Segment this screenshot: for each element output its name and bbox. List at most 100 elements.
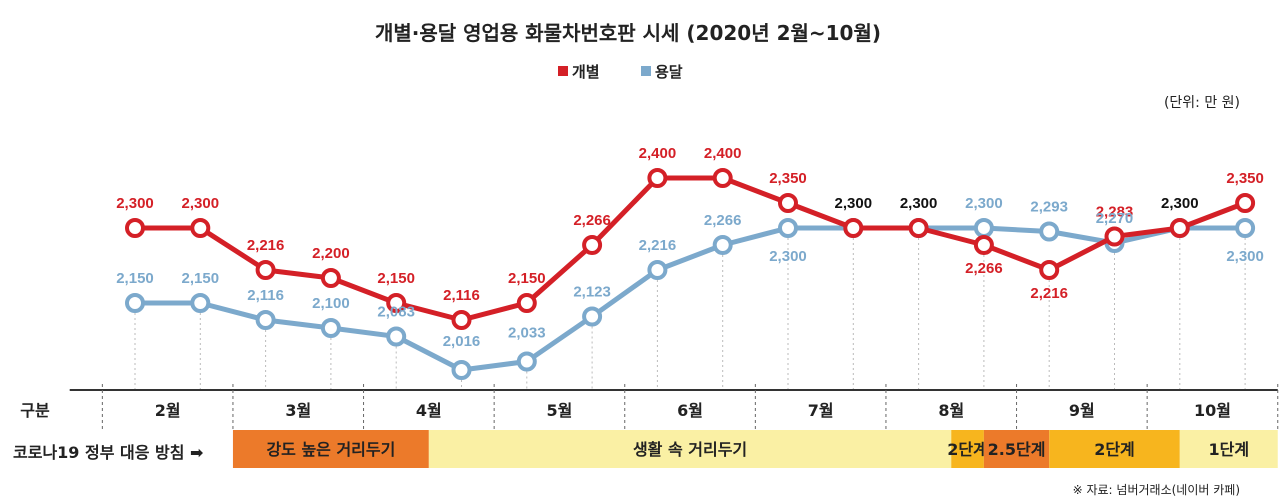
- data-label-용달: 2,083: [377, 304, 415, 321]
- data-label-개별: 2,216: [247, 237, 285, 254]
- data-label-용달: 2,300: [965, 195, 1003, 212]
- month-label: 8월: [938, 401, 964, 420]
- policy-band-layer: 강도 높은 거리두기 생활 속 거리두기 2단계 2.5단계 2단계 1단계: [232, 430, 1278, 468]
- data-label-개별: 2,200: [312, 245, 350, 262]
- data-point-개별: [778, 193, 798, 213]
- source-note: ※ 자료: 넘버거래소(네이버 카페): [1073, 483, 1240, 497]
- data-label-개별: 2,300: [900, 195, 938, 212]
- month-label: 2월: [155, 401, 181, 420]
- legend: 개별 용달: [558, 63, 683, 81]
- data-point-개별: [255, 260, 276, 280]
- data-label-용달: 2,150: [116, 270, 154, 287]
- data-label-개별: 2,300: [835, 195, 873, 212]
- data-label-개별: 2,150: [508, 270, 546, 287]
- policy-band: [428, 430, 952, 468]
- data-label-개별: 2,400: [704, 145, 742, 162]
- data-point-용달: [386, 326, 407, 347]
- series-line-개별: [135, 175, 1246, 323]
- month-label: 6월: [677, 401, 703, 420]
- data-point-용달: [778, 218, 798, 238]
- row-label-policy: 코로나19 정부 대응 방침 ➡: [13, 443, 203, 462]
- data-point-용달: [712, 235, 733, 255]
- data-label-용달: 2,016: [443, 333, 481, 350]
- data-point-개별: [320, 268, 341, 288]
- legend-swatch-용달: [641, 66, 651, 76]
- data-point-개별: [190, 218, 211, 238]
- data-point-개별: [647, 168, 668, 188]
- data-label-개별: 2,300: [116, 195, 154, 212]
- month-label: 10월: [1194, 401, 1231, 420]
- policy-band-label: 2단계: [947, 440, 988, 459]
- data-label-용달: 2,150: [182, 270, 220, 287]
- data-point-용달: [582, 306, 603, 327]
- data-label-용달: 2,293: [1030, 199, 1068, 216]
- data-point-개별: [1169, 218, 1190, 238]
- data-point-개별: [908, 218, 929, 238]
- policy-band-label: 생활 속 거리두기: [633, 440, 747, 459]
- policy-band: [1049, 430, 1180, 468]
- data-point-용달: [516, 351, 537, 372]
- data-label-용달: 2,100: [312, 295, 350, 312]
- data-point-개별: [516, 293, 537, 313]
- legend-label-개별: 개별: [572, 63, 600, 81]
- data-label-개별: 2,266: [573, 212, 611, 229]
- policy-band: [951, 430, 984, 468]
- data-label-용달: 2,300: [1226, 248, 1264, 265]
- data-point-용달: [255, 310, 276, 330]
- data-point-개별: [582, 235, 603, 255]
- policy-band: [1179, 430, 1278, 468]
- legend-label-용달: 용달: [655, 63, 683, 81]
- month-label: 5월: [547, 401, 573, 420]
- data-point-개별: [712, 168, 733, 188]
- month-label: 4월: [416, 401, 442, 420]
- series-layer: [125, 168, 1256, 380]
- data-label-개별: 2,216: [1030, 285, 1068, 302]
- month-label: 7월: [808, 401, 834, 420]
- policy-band-label: 1단계: [1208, 440, 1249, 459]
- policy-band-label: 강도 높은 거리두기: [266, 440, 395, 459]
- data-point-용달: [125, 293, 145, 313]
- data-point-용달: [190, 293, 211, 313]
- series-line-용달: [135, 225, 1246, 373]
- policy-band-label: 2단계: [1094, 440, 1135, 459]
- data-label-개별: 2,283: [1096, 204, 1134, 221]
- data-label-용달: 2,266: [704, 212, 742, 229]
- data-point-용달: [647, 260, 668, 280]
- data-label-개별: 2,116: [443, 287, 480, 304]
- data-label-용달: 2,300: [769, 248, 807, 265]
- month-label: 9월: [1069, 401, 1095, 420]
- policy-band: [232, 430, 429, 468]
- month-label: 3월: [285, 401, 311, 420]
- data-label-용달: 2,216: [639, 237, 677, 254]
- data-point-개별: [1104, 226, 1125, 247]
- data-label-개별: 2,300: [1161, 195, 1199, 212]
- data-label-용달: 2,033: [508, 325, 546, 342]
- policy-band: [983, 430, 1050, 468]
- data-label-개별: 2,350: [1226, 170, 1264, 187]
- data-label-개별: 2,350: [769, 170, 807, 187]
- policy-band-label: 2.5단계: [988, 440, 1046, 459]
- data-label-용달: 2,270: [1096, 210, 1134, 227]
- data-point-용달: [451, 360, 472, 380]
- chart-title: 개별·용달 영업용 화물차번호판 시세 (2020년 2월~10월): [375, 21, 881, 45]
- x-axis: 2월 3월 4월 5월 6월 7월 8월 9월 10월: [69, 384, 1279, 430]
- data-point-개별: [386, 293, 407, 313]
- legend-swatch-개별: [558, 66, 568, 76]
- data-label-개별: 2,300: [182, 195, 220, 212]
- data-label-개별: 2,400: [639, 145, 677, 162]
- data-point-용달: [1235, 218, 1256, 238]
- data-point-개별: [125, 218, 145, 238]
- data-label-용달: 2,123: [573, 284, 611, 301]
- data-point-개별: [451, 310, 472, 330]
- data-label-개별: 2,266: [965, 260, 1003, 277]
- data-point-개별: [843, 218, 864, 238]
- data-labels: 2,300 2,300 2,216 2,200 2,150 2,116 2,150 2,266…: [116, 145, 1264, 350]
- data-label-용달: 2,116: [247, 287, 284, 304]
- data-point-용달: [1039, 221, 1060, 242]
- unit-label: (단위: 만 원): [1164, 95, 1240, 111]
- data-label-개별: 2,150: [377, 270, 415, 287]
- data-point-개별: [973, 235, 994, 255]
- data-point-개별: [1235, 193, 1256, 213]
- data-point-용달: [320, 318, 341, 338]
